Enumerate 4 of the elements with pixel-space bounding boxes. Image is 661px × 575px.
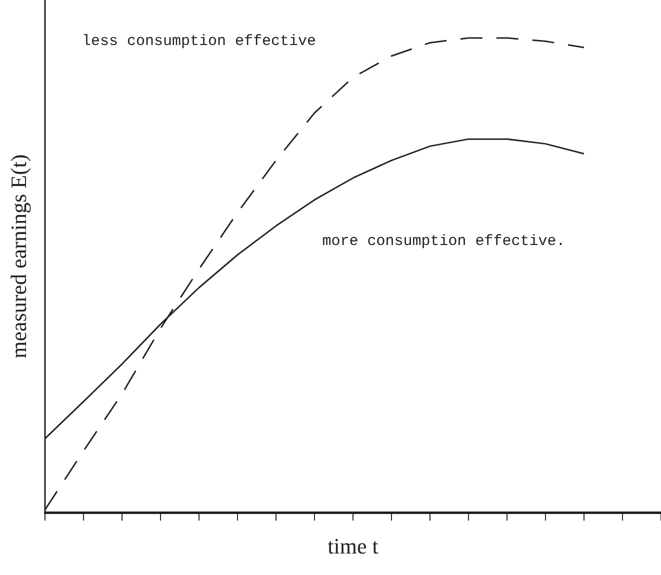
y-axis-title: measured earnings E(t)	[6, 154, 31, 358]
annotation: less consumption effective	[82, 32, 316, 50]
annotation: more consumption effective.	[322, 232, 566, 250]
x-axis-title: time t	[328, 534, 378, 559]
